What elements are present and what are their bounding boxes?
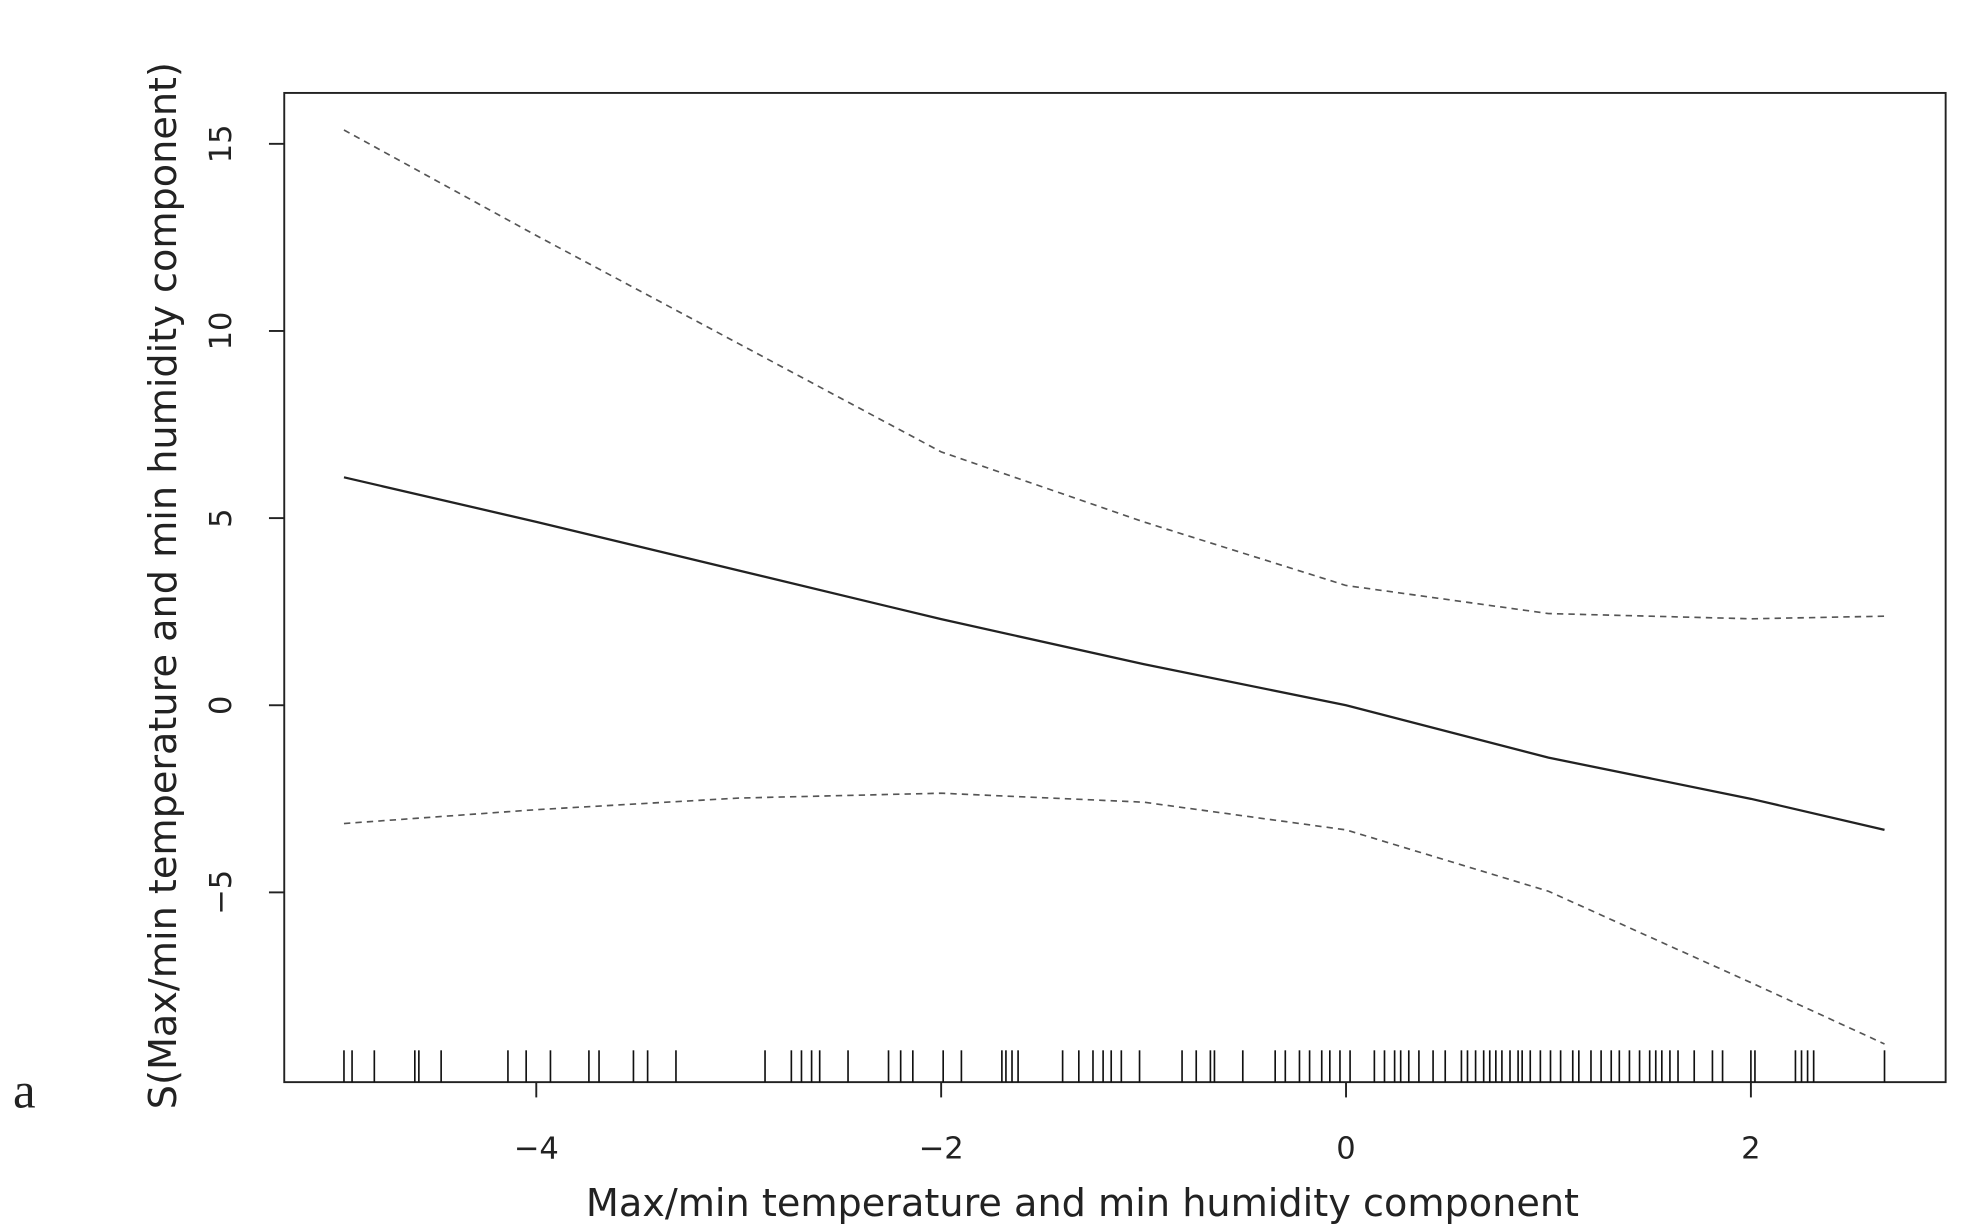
curve <box>343 476 1885 831</box>
x-tick-label: −4 <box>514 1132 559 1167</box>
y-tick-label: 10 <box>204 312 239 351</box>
y-axis-label: S(Max/min temperature and min humidity c… <box>142 62 186 1109</box>
x-axis-label: Max/min temperature and min humidity com… <box>586 1182 1579 1226</box>
y-tick-label: 15 <box>204 124 239 163</box>
x-tick-label: 0 <box>1336 1132 1355 1167</box>
y-tick-label: −5 <box>204 870 239 915</box>
x-tick-label: 2 <box>1741 1132 1760 1167</box>
x-tick-label: −2 <box>919 1132 964 1167</box>
curve <box>343 792 1885 1045</box>
curve <box>343 129 1885 620</box>
y-tick-label: 0 <box>204 696 239 715</box>
panel-label: a <box>13 1064 36 1120</box>
plot-frame <box>283 91 1947 1084</box>
y-tick-label: 5 <box>204 508 239 527</box>
